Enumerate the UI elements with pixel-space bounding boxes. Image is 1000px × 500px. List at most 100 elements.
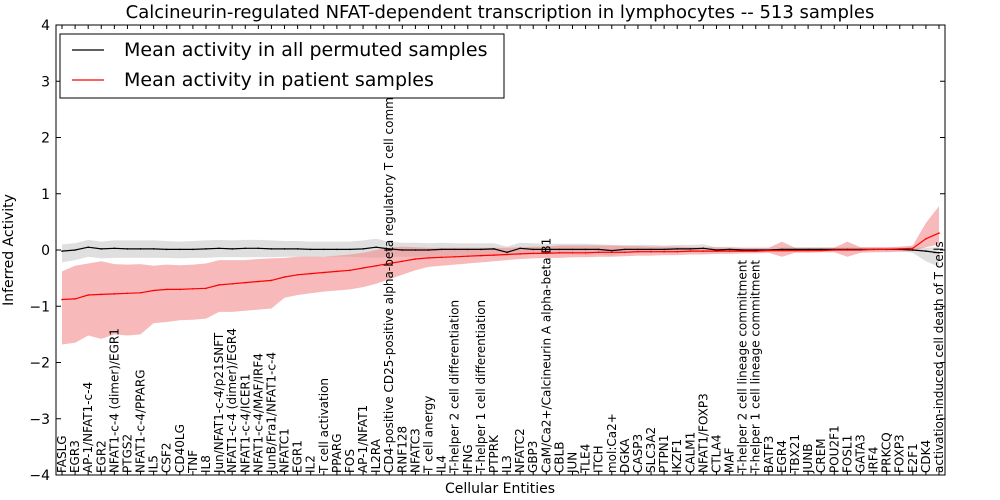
series-point-permuted: [61, 250, 63, 252]
x-tick-label: POU2F1: [827, 425, 841, 473]
series-point-patient: [938, 232, 940, 234]
x-tick-label: IL8: [199, 455, 213, 473]
series-point-patient: [427, 257, 430, 259]
x-tick-label: FOXP3: [893, 434, 907, 473]
x-tick-label: GATA3: [854, 434, 868, 473]
x-tick-label: T-helper 2 cell differentiation: [448, 300, 462, 474]
y-tick-label: −2: [29, 356, 50, 372]
series-point-patient: [846, 249, 849, 251]
series-point-permuted: [611, 249, 613, 252]
series-point-patient: [833, 249, 836, 251]
x-tick-label: MAF: [723, 447, 737, 473]
series-point-permuted: [558, 248, 561, 251]
series-point-patient: [728, 250, 731, 252]
x-tick-label: DGKA: [618, 438, 632, 473]
y-tick-label: −4: [29, 468, 50, 484]
series-point-permuted: [663, 248, 665, 251]
x-tick-label: AP-1/NFAT1: [356, 405, 370, 473]
x-tick-label: IL4: [435, 455, 449, 473]
series-point-permuted: [244, 247, 247, 250]
series-point-permuted: [912, 249, 914, 251]
series-point-permuted: [218, 247, 220, 250]
series-point-patient: [244, 281, 247, 284]
x-tick-label: IL5: [147, 455, 161, 473]
series-point-patient: [323, 271, 325, 274]
series-point-permuted: [152, 248, 155, 250]
series-point-patient: [637, 250, 639, 253]
x-tick-label: CDK4: [919, 440, 933, 473]
x-tick-label: T cell activation: [317, 378, 331, 474]
series-point-permuted: [453, 248, 456, 251]
legend: Mean activity in all permuted samples Me…: [59, 33, 505, 99]
series-point-permuted: [283, 248, 286, 250]
x-tick-label: CBLB: [552, 441, 566, 473]
series-point-patient: [205, 287, 207, 290]
series-point-patient: [139, 292, 142, 294]
series-point-patient: [309, 272, 312, 275]
x-tick-label: FOSL1: [840, 435, 854, 473]
x-tick-label: TNF: [186, 450, 200, 474]
series-point-permuted: [637, 248, 639, 251]
x-tick-label: CREM: [814, 438, 828, 473]
series-point-patient: [388, 262, 391, 265]
x-tick-label: T cell anergy: [422, 396, 436, 474]
series-point-permuted: [938, 252, 940, 254]
x-tick-label: IRF4: [867, 447, 881, 473]
x-tick-label: CTLA4: [710, 435, 724, 474]
x-tick-label: NFAT1/FOXP3: [696, 393, 710, 473]
x-tick-label: PTGS2: [120, 434, 134, 473]
series-point-permuted: [545, 248, 548, 251]
series-point-permuted: [728, 248, 731, 251]
legend-label-patient: Mean activity in patient samples: [124, 69, 434, 91]
x-tick-label: IL2: [304, 455, 318, 473]
series-point-patient: [74, 298, 76, 300]
band-patient: [62, 206, 939, 345]
series-point-patient: [467, 255, 469, 257]
series-point-patient: [283, 276, 286, 278]
series-point-permuted: [794, 248, 796, 251]
series-point-patient: [754, 250, 757, 252]
series-point-permuted: [401, 249, 404, 251]
series-point-permuted: [676, 248, 678, 250]
x-tick-label: EGR2: [94, 440, 108, 473]
series-point-patient: [597, 251, 600, 254]
x-tick-label: FASLG: [55, 435, 69, 473]
x-tick-label: JunB/Fra1/NFAT1-c-4: [264, 352, 278, 474]
series-point-patient: [820, 249, 822, 252]
x-tick-label: CD4-positive CD25-positive alpha-beta re…: [382, 57, 396, 473]
series-point-patient: [192, 288, 194, 290]
x-tick-label: JUN: [566, 452, 580, 474]
series-point-patient: [624, 251, 626, 254]
series-point-permuted: [309, 248, 312, 251]
series-point-patient: [689, 250, 692, 252]
x-tick-label: IKZF1: [670, 439, 684, 473]
x-tick-label: NFAT1-c-4/MAF/IRF4: [251, 353, 265, 473]
series-point-patient: [702, 250, 705, 252]
series-point-permuted: [205, 248, 207, 250]
series-point-permuted: [362, 248, 364, 250]
x-tick-label: TBX21: [788, 434, 802, 474]
x-tick-label: PPARG: [330, 433, 344, 473]
x-tick-label: T-helper 1 cell lineage commitment: [749, 260, 763, 474]
series-point-patient: [270, 279, 273, 282]
x-tick-label: AP-1/NFAT1-c-4: [81, 382, 95, 473]
plot-area: −4 −3 −2 −1 0 1 2 3 4 FASLG EGR3 AP-1/NFAT1-c-4 EGR2…: [29, 18, 946, 484]
series-point-patient: [506, 253, 508, 256]
x-tick-label: CD40LG: [173, 424, 187, 473]
series-point-permuted: [715, 249, 718, 251]
series-point-permuted: [270, 248, 273, 250]
x-tick-label: T-helper 1 cell differentiation: [474, 300, 488, 474]
series-point-patient: [584, 252, 587, 254]
series-point-permuted: [807, 248, 809, 251]
x-tick-label: CASP3: [631, 434, 645, 473]
series-point-patient: [794, 249, 796, 252]
series-point-patient: [898, 248, 901, 250]
y-axis-title: Inferred Activity: [1, 194, 17, 306]
series-point-permuted: [493, 248, 495, 250]
series-point-patient: [336, 270, 338, 273]
series-point-patient: [100, 293, 103, 296]
series-point-permuted: [349, 248, 351, 251]
series-point-patient: [113, 293, 116, 295]
series-point-permuted: [100, 248, 103, 250]
series-point-patient: [663, 250, 665, 253]
